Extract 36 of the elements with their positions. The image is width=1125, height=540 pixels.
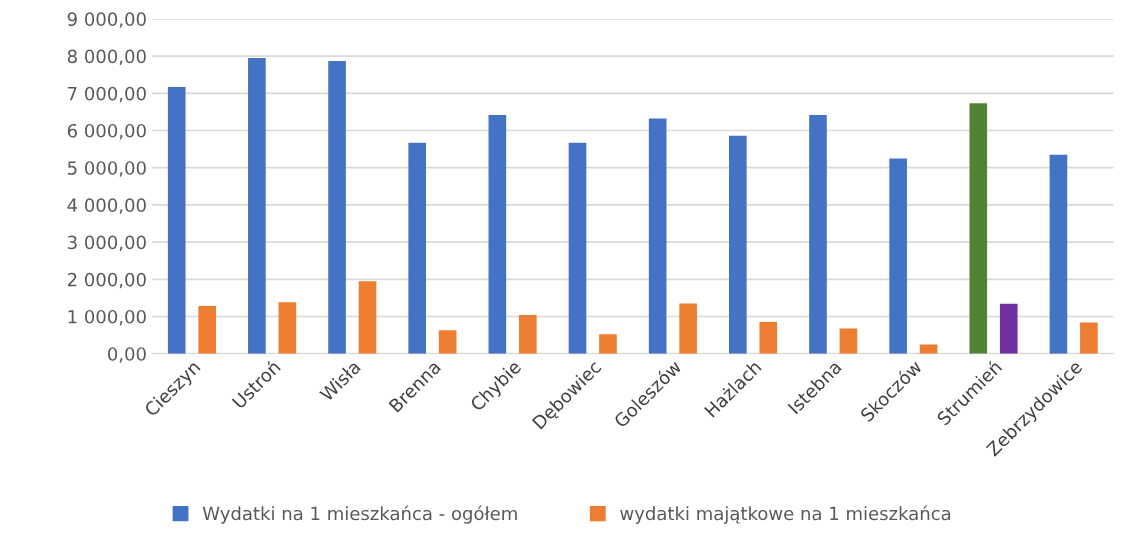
bar — [568, 142, 587, 354]
y-tick-label: 9 000,00 — [67, 12, 146, 28]
bar — [518, 315, 537, 354]
legend-label: wydatki majątkowe na 1 mieszkańca — [620, 505, 951, 524]
y-tick-label: 6 000,00 — [67, 123, 146, 140]
bar — [839, 328, 858, 354]
legend-label: Wydatki na 1 mieszkańca - ogółem — [202, 505, 517, 524]
bar — [438, 330, 457, 354]
bar — [599, 334, 617, 354]
bar — [889, 158, 907, 354]
y-tick-label: 3 000,00 — [67, 235, 146, 252]
bar — [919, 344, 938, 354]
y-tick-label: 1 000,00 — [68, 309, 146, 326]
bar — [408, 142, 427, 354]
y-tick-label: 2 000,00 — [67, 272, 146, 289]
bar — [1049, 154, 1068, 354]
bar — [1080, 322, 1098, 354]
bar — [358, 281, 377, 354]
y-tick-label: 7 000,00 — [68, 86, 146, 103]
bar — [648, 118, 667, 354]
y-tick-label: 4 000,00 — [67, 198, 146, 214]
bar — [167, 86, 186, 354]
bar — [809, 114, 827, 354]
bar — [759, 322, 778, 354]
y-tick-label: 8 000,00 — [67, 49, 146, 66]
bar — [488, 114, 507, 354]
bar — [198, 306, 216, 354]
bar — [278, 302, 297, 354]
bar — [679, 303, 697, 354]
bar — [999, 303, 1018, 354]
bar — [328, 60, 346, 354]
y-tick-label: 0,00 — [108, 347, 146, 363]
bar — [969, 103, 988, 354]
bar — [248, 57, 266, 354]
y-tick-label: 5 000,00 — [68, 161, 146, 177]
bar — [729, 135, 747, 354]
